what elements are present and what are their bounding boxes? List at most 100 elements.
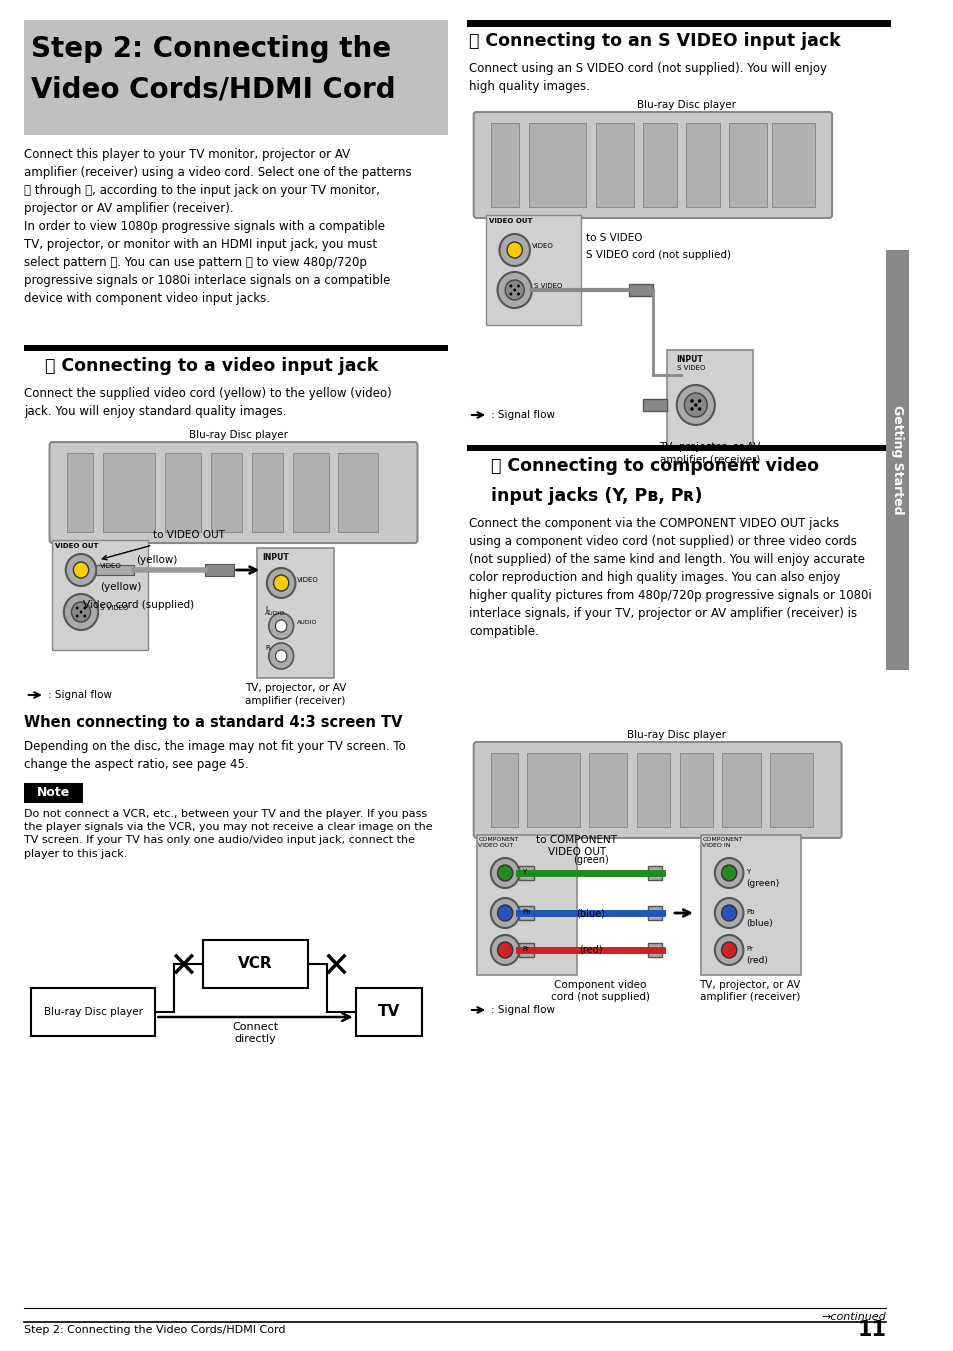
Text: VCR: VCR (238, 957, 273, 971)
Bar (165, 453, 201, 532)
Text: (yellow): (yellow) (100, 582, 141, 592)
Bar (527, 753, 578, 827)
Bar (31, 988, 155, 1036)
Bar (685, 123, 719, 207)
Bar (203, 940, 308, 988)
Circle shape (509, 293, 512, 296)
Circle shape (714, 935, 742, 965)
Bar (885, 250, 908, 670)
Circle shape (698, 407, 700, 411)
Text: →continued: →continued (821, 1312, 885, 1323)
Circle shape (507, 242, 522, 258)
Text: input jacks (Y, Pʙ, Pʀ): input jacks (Y, Pʙ, Pʀ) (491, 486, 701, 505)
Text: S VIDEO: S VIDEO (676, 365, 704, 372)
Text: TV: TV (377, 1005, 399, 1020)
Text: to VIDEO OUT: to VIDEO OUT (152, 530, 224, 540)
Text: (green): (green) (745, 880, 779, 888)
Text: Y: Y (745, 869, 750, 875)
Text: (green): (green) (573, 855, 608, 865)
Text: (red): (red) (578, 944, 602, 955)
Circle shape (71, 603, 91, 621)
Circle shape (720, 865, 736, 881)
Text: S VIDEO: S VIDEO (533, 282, 561, 289)
Bar (476, 835, 576, 975)
Text: Ⓒ Connecting to component video: Ⓒ Connecting to component video (491, 457, 818, 476)
Bar (642, 399, 666, 411)
Circle shape (269, 643, 294, 669)
Bar (666, 350, 752, 450)
Circle shape (694, 403, 697, 407)
Circle shape (690, 407, 693, 411)
Bar (647, 943, 661, 957)
Bar (636, 753, 669, 827)
Bar (467, 20, 890, 27)
Bar (205, 563, 233, 576)
Circle shape (517, 293, 519, 296)
Text: Step 2: Connecting the: Step 2: Connecting the (31, 35, 391, 63)
Bar (679, 753, 712, 827)
Text: VIDEO: VIDEO (100, 563, 122, 569)
Bar (491, 123, 519, 207)
Text: VIDEO OUT: VIDEO OUT (489, 218, 532, 224)
Text: S VIDEO: S VIDEO (100, 605, 129, 611)
Circle shape (497, 942, 513, 958)
Text: Note: Note (37, 786, 70, 800)
Text: S VIDEO cord (not supplied): S VIDEO cord (not supplied) (585, 250, 730, 259)
Text: Blu-ray Disc player: Blu-ray Disc player (626, 730, 725, 740)
Text: When connecting to a standard 4:3 screen TV: When connecting to a standard 4:3 screen… (24, 715, 402, 730)
Text: VIDEO: VIDEO (531, 243, 553, 249)
Text: Pr: Pr (522, 946, 529, 952)
Bar (519, 907, 533, 920)
Text: Do not connect a VCR, etc., between your TV and the player. If you pass
the play: Do not connect a VCR, etc., between your… (24, 809, 432, 859)
Text: Ⓐ Connecting to a video input jack: Ⓐ Connecting to a video input jack (45, 357, 377, 376)
Bar (771, 123, 814, 207)
Bar (491, 753, 517, 827)
Text: VIDEO: VIDEO (297, 577, 319, 584)
Text: Blu-ray Disc player: Blu-ray Disc player (189, 430, 288, 440)
Text: Video cord (supplied): Video cord (supplied) (83, 600, 193, 611)
Text: AUDIO: AUDIO (265, 611, 285, 616)
Text: Connect the component via the COMPONENT VIDEO OUT jacks
using a component video : Connect the component via the COMPONENT … (469, 517, 871, 638)
Circle shape (267, 567, 295, 598)
Circle shape (683, 393, 706, 417)
Text: : Signal flow: : Signal flow (491, 1005, 555, 1015)
FancyBboxPatch shape (50, 442, 417, 543)
Text: Step 2: Connecting the Video Cords/HDMI Cord: Step 2: Connecting the Video Cords/HDMI … (24, 1325, 285, 1335)
Bar (529, 123, 585, 207)
Bar (211, 453, 242, 532)
Text: AUDIO: AUDIO (297, 620, 317, 626)
Circle shape (491, 898, 519, 928)
Bar (647, 866, 661, 880)
Circle shape (491, 935, 519, 965)
Circle shape (505, 280, 524, 300)
Circle shape (274, 576, 289, 590)
Text: R: R (265, 644, 270, 651)
Circle shape (698, 399, 700, 403)
Text: 11: 11 (857, 1320, 885, 1340)
Circle shape (497, 905, 513, 921)
Text: Depending on the disc, the image may not fit your TV screen. To
change the aspec: Depending on the disc, the image may not… (24, 740, 405, 771)
Bar (721, 753, 760, 827)
Circle shape (64, 594, 98, 630)
Text: to COMPONENT
VIDEO OUT: to COMPONENT VIDEO OUT (536, 835, 617, 858)
FancyBboxPatch shape (474, 112, 831, 218)
Bar (67, 453, 93, 532)
Circle shape (714, 858, 742, 888)
Circle shape (497, 865, 513, 881)
Text: (red): (red) (745, 957, 767, 965)
Bar (355, 988, 422, 1036)
Bar (24, 784, 83, 802)
Text: Video Cords/HDMI Cord: Video Cords/HDMI Cord (31, 76, 395, 103)
Bar (628, 284, 652, 296)
Text: TV, projector, or AV
amplifier (receiver): TV, projector, or AV amplifier (receiver… (699, 979, 800, 1002)
Circle shape (517, 285, 519, 288)
Text: TV, projector, or AV
amplifier (receiver): TV, projector, or AV amplifier (receiver… (245, 684, 346, 707)
Circle shape (491, 858, 519, 888)
Circle shape (497, 272, 531, 308)
Bar (52, 540, 148, 650)
Bar (588, 753, 626, 827)
Text: (blue): (blue) (576, 908, 605, 917)
Circle shape (79, 611, 82, 613)
Circle shape (513, 289, 516, 292)
Bar (338, 453, 378, 532)
